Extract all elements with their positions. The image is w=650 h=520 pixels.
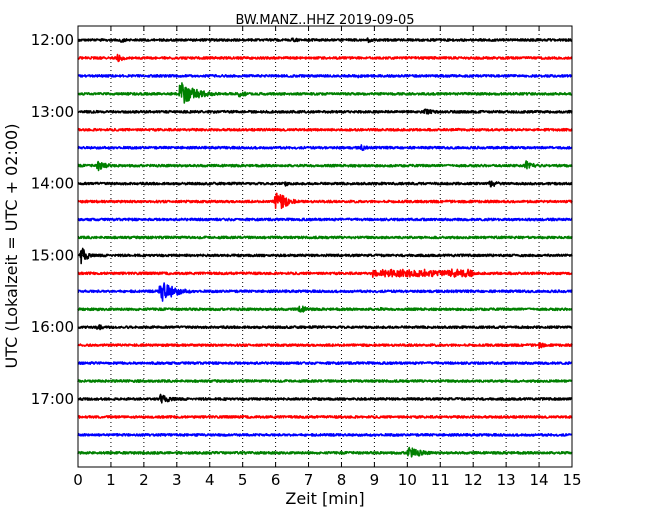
x-tick-label: 14 [530, 471, 549, 489]
y-tick-label: 17:00 [31, 390, 74, 408]
trace-1600 [77, 324, 573, 331]
y-axis-label: UTC (Lokalzeit = UTC + 02:00) [2, 124, 21, 369]
chart-title: BW.MANZ..HHZ 2019-09-05 [235, 13, 414, 28]
y-tick-label: 13:00 [31, 103, 74, 121]
trace-1615 [77, 342, 573, 350]
x-tick-label: 12 [464, 471, 483, 489]
x-tick-label: 13 [497, 471, 516, 489]
x-tick-label: 4 [205, 471, 215, 489]
x-tick-label: 6 [271, 471, 281, 489]
x-tick-label: 1 [106, 471, 116, 489]
x-tick-label: 11 [431, 471, 450, 489]
trace-1630 [77, 361, 573, 366]
trace-1715 [77, 415, 573, 419]
x-tick-label: 2 [139, 471, 149, 489]
trace-1500 [77, 247, 573, 265]
trace-1700 [77, 393, 573, 404]
trace-1415 [77, 192, 573, 210]
trace-1330 [77, 144, 573, 152]
x-axis-ticks: 0 1 2 3 4 5 6 7 8 9 10 11 12 13 14 15 [73, 26, 582, 489]
x-tick-label: 0 [73, 471, 83, 489]
trace-1545 [77, 305, 573, 313]
trace-1430 [77, 217, 573, 222]
y-tick-label: 14:00 [31, 175, 74, 193]
x-tick-label: 5 [238, 471, 248, 489]
grid-lines [110, 26, 540, 467]
trace-1645 [77, 379, 573, 383]
x-tick-label: 3 [172, 471, 182, 489]
y-tick-label: 15:00 [31, 246, 74, 264]
trace-1345 [77, 160, 573, 172]
x-tick-label: 15 [562, 471, 581, 489]
x-tick-label: 9 [370, 471, 380, 489]
y-axis-ticks: 12:00 13:00 14:00 15:00 16:00 17:00 [31, 31, 572, 408]
trace-1300 [77, 108, 573, 115]
trace-1730 [77, 432, 573, 437]
trace-1400 [77, 180, 573, 188]
x-tick-label: 10 [398, 471, 417, 489]
trace-1315 [77, 127, 573, 132]
trace-1230 [77, 73, 573, 79]
trace-1200 [77, 37, 573, 44]
x-tick-label: 7 [304, 471, 314, 489]
trace-1445 [77, 235, 573, 240]
x-axis-label: Zeit [min] [285, 489, 364, 508]
trace-1515 [77, 268, 573, 278]
y-tick-label: 12:00 [31, 31, 74, 49]
trace-1530 [77, 282, 573, 302]
trace-1245 [77, 82, 573, 104]
plot-frame [77, 25, 573, 468]
traces [77, 37, 573, 458]
y-tick-label: 16:00 [31, 318, 74, 336]
trace-1215 [77, 53, 573, 63]
x-tick-label: 8 [337, 471, 347, 489]
trace-1745 [77, 446, 573, 458]
